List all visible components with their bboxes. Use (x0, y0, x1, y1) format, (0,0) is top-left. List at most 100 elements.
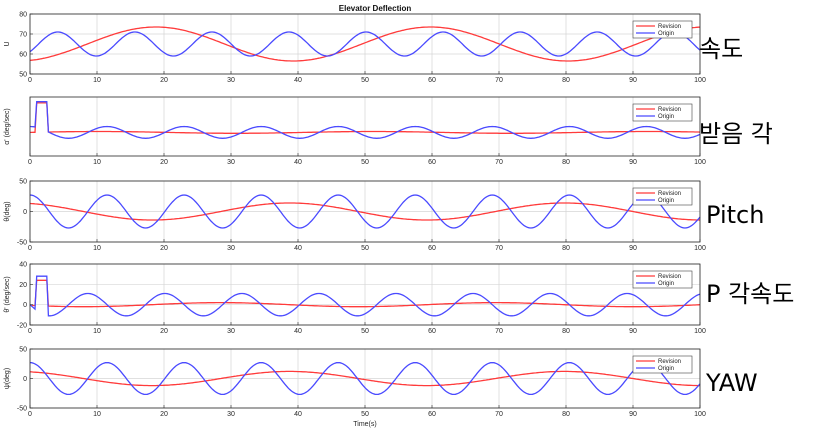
series-line-revision (30, 279, 701, 308)
y-axis-label: ψ(deg) (4, 368, 11, 389)
legend-label-revision: Revision (658, 359, 681, 365)
x-tick-label: 20 (160, 77, 168, 84)
x-tick-label: 70 (495, 77, 503, 84)
x-tick-label: 10 (93, 411, 101, 418)
series-line-origin (29, 31, 701, 57)
x-tick-label: 60 (428, 411, 436, 418)
legend-label-origin: Origin (658, 198, 674, 204)
panel-annotation: 받음 각 (699, 120, 773, 148)
x-tick-label: 20 (160, 328, 168, 335)
x-axis-label: Time(s) (353, 421, 376, 428)
series-line-revision (29, 370, 700, 387)
x-tick-label: 100 (694, 328, 706, 335)
y-tick-label: -50 (17, 240, 27, 247)
x-tick-label: 0 (28, 159, 32, 166)
x-tick-label: 0 (28, 77, 32, 84)
x-tick-label: 90 (629, 328, 637, 335)
x-tick-label: 30 (227, 77, 235, 84)
x-tick-label: 70 (495, 411, 503, 418)
x-tick-label: 40 (294, 245, 302, 252)
x-tick-label: 60 (428, 245, 436, 252)
x-tick-label: 60 (428, 159, 436, 166)
legend-label-revision: Revision (658, 107, 681, 113)
x-tick-label: 90 (629, 245, 637, 252)
y-axis-label: α' (deg/sec) (4, 108, 11, 145)
panel-annotation: YAW (705, 369, 758, 397)
legend-box (632, 187, 693, 206)
y-axis-label: U (4, 41, 11, 46)
x-tick-label: 50 (361, 77, 369, 84)
x-tick-label: 100 (694, 77, 706, 84)
x-tick-label: 80 (562, 77, 570, 84)
x-tick-label: 80 (562, 411, 570, 418)
x-tick-label: 50 (361, 245, 369, 252)
x-tick-label: 40 (294, 411, 302, 418)
x-tick-label: 30 (227, 328, 235, 335)
series-line-origin (29, 361, 701, 396)
y-tick-label: 0 (23, 376, 27, 383)
x-tick-label: 40 (294, 328, 302, 335)
y-axis-label: θ(deg) (4, 201, 11, 221)
x-tick-label: 100 (694, 159, 706, 166)
y-tick-label: 50 (19, 179, 27, 186)
x-tick-label: 10 (93, 245, 101, 252)
y-tick-label: 0 (23, 209, 27, 216)
x-tick-label: 50 (361, 411, 369, 418)
panel-annotation: 속도 (699, 35, 743, 63)
subplot-2: 0 10 20 30 40 50 60 70 80 90 100 α' (deg/sec) Revisi… (4, 96, 773, 166)
legend-label-revision: Revision (658, 24, 681, 30)
legend-label-origin: Origin (658, 31, 674, 37)
legend-box (632, 355, 693, 374)
y-tick-label: -50 (17, 406, 27, 413)
x-tick-label: 70 (495, 328, 503, 335)
x-tick-label: 20 (160, 159, 168, 166)
series-line-revision (29, 26, 701, 62)
x-tick-label: 80 (562, 328, 570, 335)
x-tick-label: 60 (428, 77, 436, 84)
legend-label-revision: Revision (658, 191, 681, 197)
x-tick-label: 70 (495, 159, 503, 166)
x-tick-label: 50 (361, 328, 369, 335)
x-tick-label: 90 (629, 411, 637, 418)
legend-box (632, 20, 693, 39)
x-tick-label: 60 (428, 328, 436, 335)
x-tick-label: 20 (160, 245, 168, 252)
x-tick-label: 70 (495, 245, 503, 252)
y-tick-label: 70 (19, 32, 27, 39)
legend-label-origin: Origin (658, 281, 674, 287)
x-tick-label: 10 (93, 328, 101, 335)
y-tick-label: 20 (19, 282, 27, 289)
x-tick-label: 10 (93, 77, 101, 84)
x-tick-label: 30 (227, 411, 235, 418)
series-line-origin (29, 101, 701, 139)
series-line-origin (29, 275, 701, 317)
x-tick-label: 40 (294, 159, 302, 166)
x-tick-label: 30 (227, 245, 235, 252)
x-tick-label: 100 (694, 411, 706, 418)
x-tick-label: 90 (629, 159, 637, 166)
x-tick-label: 30 (227, 159, 235, 166)
legend-label-revision: Revision (658, 274, 681, 280)
series-line-origin (29, 194, 701, 229)
y-tick-label: 40 (19, 262, 27, 269)
legend-label-origin: Origin (658, 114, 674, 120)
x-tick-label: 0 (28, 328, 32, 335)
legend-box (632, 270, 693, 289)
legend-box (632, 103, 693, 122)
y-tick-label: -20 (17, 323, 27, 330)
x-tick-label: 10 (93, 159, 101, 166)
y-tick-label: 0 (23, 302, 27, 309)
y-tick-label: 50 (19, 347, 27, 354)
y-tick-label: 60 (19, 52, 27, 59)
x-tick-label: 0 (28, 411, 32, 418)
x-tick-label: 80 (562, 159, 570, 166)
subplot-5: 0 10 20 30 40 50 60 70 80 90 100-50050ψ(deg)Time(s… (4, 347, 758, 429)
panel-annotation: Pitch (706, 201, 764, 229)
x-tick-label: 0 (28, 245, 32, 252)
panel-annotation: P 각속도 (706, 280, 794, 308)
